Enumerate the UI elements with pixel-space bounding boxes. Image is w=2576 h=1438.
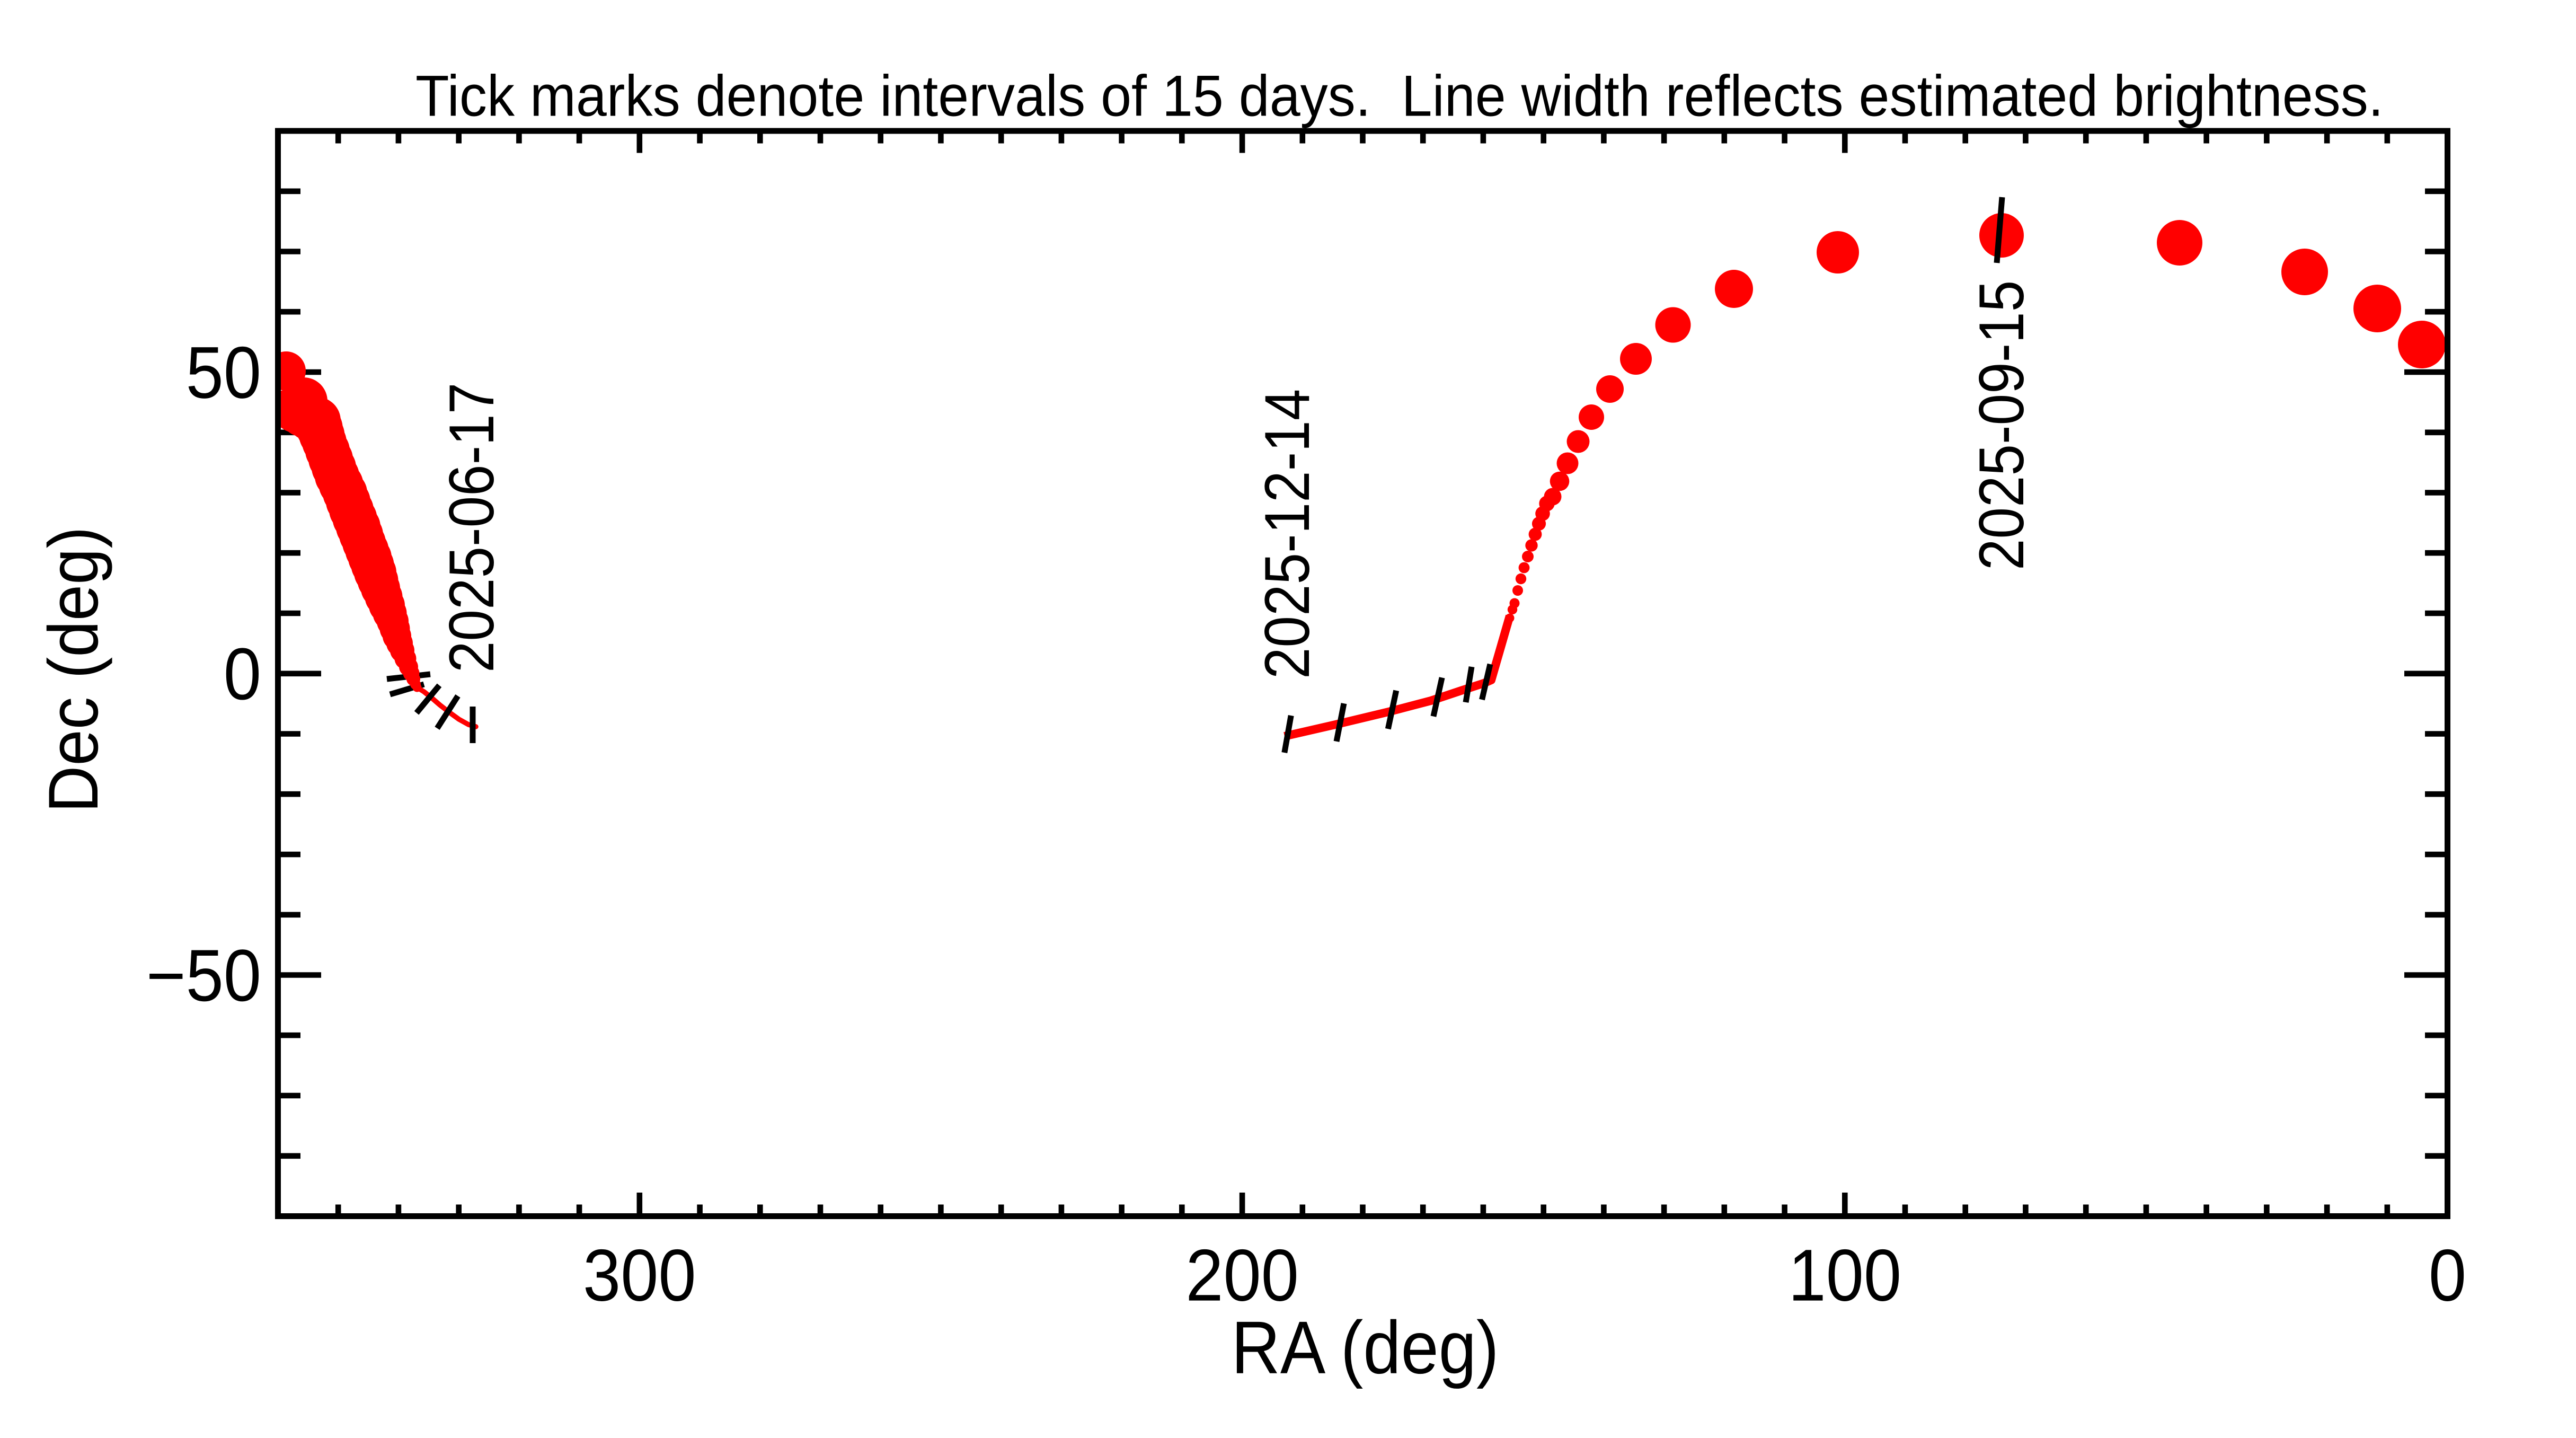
svg-text:RA (deg): RA (deg) [1231, 1305, 1499, 1389]
svg-text:2025-12-14: 2025-12-14 [1252, 389, 1323, 679]
svg-text:50: 50 [186, 332, 261, 414]
svg-text:2025-09-15: 2025-09-15 [1966, 280, 2037, 570]
svg-text:2025-06-17: 2025-06-17 [436, 383, 507, 673]
svg-text:200: 200 [1185, 1234, 1299, 1317]
svg-text:Tick marks denote intervals of: Tick marks denote intervals of 15 days. … [415, 63, 2384, 128]
svg-text:Dec (deg): Dec (deg) [34, 527, 113, 813]
svg-text:0: 0 [2429, 1234, 2466, 1317]
svg-text:0: 0 [224, 633, 261, 716]
svg-text:300: 300 [583, 1234, 696, 1317]
svg-text:−50: −50 [146, 934, 261, 1017]
svg-text:100: 100 [1789, 1234, 1902, 1317]
